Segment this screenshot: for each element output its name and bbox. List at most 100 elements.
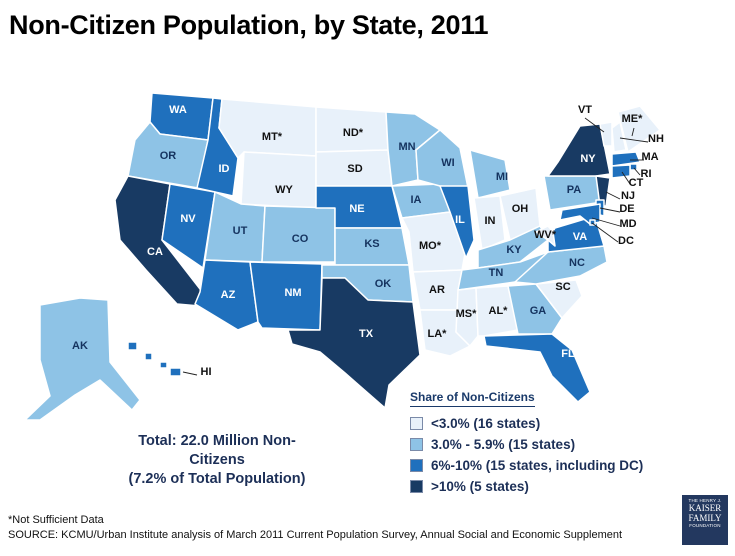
state-label-co: CO [292, 233, 309, 245]
state-ri [629, 163, 638, 171]
state-label-nj: NJ [621, 190, 635, 202]
state-label-hi: HI [201, 366, 212, 378]
legend-title: Share of Non-Citizens [410, 390, 535, 407]
state-label-wv: WV* [534, 229, 557, 241]
state-label-ut: UT [233, 225, 248, 237]
state-label-mo: MO* [419, 240, 442, 252]
state-label-il: IL [455, 214, 465, 226]
state-label-az: AZ [221, 289, 236, 301]
legend-label: 6%-10% (15 states, including DC) [431, 458, 644, 473]
state-label-ky: KY [506, 244, 522, 256]
state-label-ar: AR [429, 284, 445, 296]
state-label-tn: TN [489, 267, 504, 279]
leader-line-nh [619, 137, 649, 143]
footnote-source: SOURCE: KCMU/Urban Institute analysis of… [8, 529, 623, 541]
state-label-ma: MA [641, 151, 658, 163]
state-ak [24, 297, 141, 421]
legend-item: <3.0% (16 states) [410, 413, 643, 434]
state-ma [611, 151, 641, 167]
state-tx [287, 277, 421, 409]
state-label-ok: OK [375, 278, 392, 290]
leader-line-vt [584, 117, 605, 133]
legend-swatch [410, 438, 423, 451]
state-label-mt: MT* [262, 131, 283, 143]
leader-line-ct [621, 171, 631, 185]
leader-line-dc [591, 222, 619, 243]
state-mi [469, 149, 511, 199]
state-ny [547, 123, 611, 177]
state-label-sd: SD [347, 163, 362, 175]
state-il [439, 185, 475, 259]
state-label-tx: TX [359, 328, 374, 340]
state-label-ca: CA [147, 246, 163, 258]
leader-line-de [599, 207, 621, 213]
state-hi [127, 341, 138, 351]
state-label-al: AL* [489, 305, 509, 317]
state-ms [455, 287, 479, 347]
state-label-ia: IA [411, 194, 422, 206]
legend-label: >10% (5 states) [431, 479, 529, 494]
legend-item: >10% (5 states) [410, 476, 643, 497]
state-label-ak: AK [72, 340, 88, 352]
state-label-nd: ND* [343, 127, 364, 139]
total-line-2: (7.2% of Total Population) [128, 471, 306, 487]
leader-line-hi [182, 371, 198, 376]
state-label-ri: RI [641, 168, 652, 180]
total-line-1: Total: 22.0 Million Non-Citizens [138, 433, 296, 468]
state-label-mi: MI [496, 171, 508, 183]
state-hi [169, 367, 182, 377]
state-label-md: MD [619, 218, 636, 230]
state-hi [144, 352, 153, 361]
state-nh [611, 121, 627, 153]
state-in [473, 195, 506, 251]
logo-line: FAMILY [688, 513, 722, 523]
state-hi [159, 361, 168, 369]
leader-line-nj [605, 191, 621, 200]
state-wv [535, 225, 556, 247]
legend: Share of Non-Citizens <3.0% (16 states) … [410, 388, 643, 497]
state-label-vt: VT [578, 104, 592, 116]
state-label-wy: WY [275, 184, 293, 196]
state-label-ga: GA [530, 305, 547, 317]
state-label-ne: NE [349, 203, 364, 215]
state-label-wi: WI [441, 157, 454, 169]
state-nm [249, 261, 323, 331]
legend-swatch [410, 480, 423, 493]
state-label-ny: NY [580, 153, 596, 165]
legend-label: 3.0% - 5.9% (15 states) [431, 437, 576, 452]
state-label-nh: NH [648, 133, 664, 145]
state-label-nv: NV [180, 213, 196, 225]
logo-line: KAISER [688, 503, 722, 513]
state-wy [240, 151, 317, 209]
footnote-note: *Not Sufficient Data [8, 514, 104, 526]
state-al [475, 285, 519, 337]
state-label-ms: MS* [456, 308, 478, 320]
logo-line: FOUNDATION [689, 523, 721, 528]
legend-swatch [410, 417, 423, 430]
state-label-ks: KS [364, 238, 379, 250]
legend-item: 6%-10% (15 states, including DC) [410, 455, 643, 476]
state-label-va: VA [573, 231, 588, 243]
state-label-wa: WA [169, 104, 187, 116]
state-ct [611, 164, 631, 179]
state-label-nm: NM [284, 287, 301, 299]
logo-line: THE HENRY J. [688, 498, 722, 503]
state-label-in: IN [485, 215, 496, 227]
state-label-dc: DC [618, 235, 634, 247]
state-label-fl: FL [561, 348, 575, 360]
leader-line-me [631, 127, 635, 137]
leader-line-ri [633, 167, 641, 176]
state-ga [507, 283, 563, 335]
footnote: *Not Sufficient Data SOURCE: KCMU/Urban … [8, 513, 622, 543]
state-label-nc: NC [569, 257, 585, 269]
state-label-oh: OH [512, 203, 529, 215]
leader-line-md [591, 217, 621, 227]
state-label-ct: CT [629, 177, 644, 189]
state-label-la: LA* [428, 328, 448, 340]
state-label-pa: PA [567, 184, 582, 196]
page-title: Non-Citizen Population, by State, 2011 [9, 10, 489, 40]
state-label-de: DE [619, 203, 634, 215]
total-summary: Total: 22.0 Million Non-Citizens (7.2% o… [112, 432, 322, 489]
